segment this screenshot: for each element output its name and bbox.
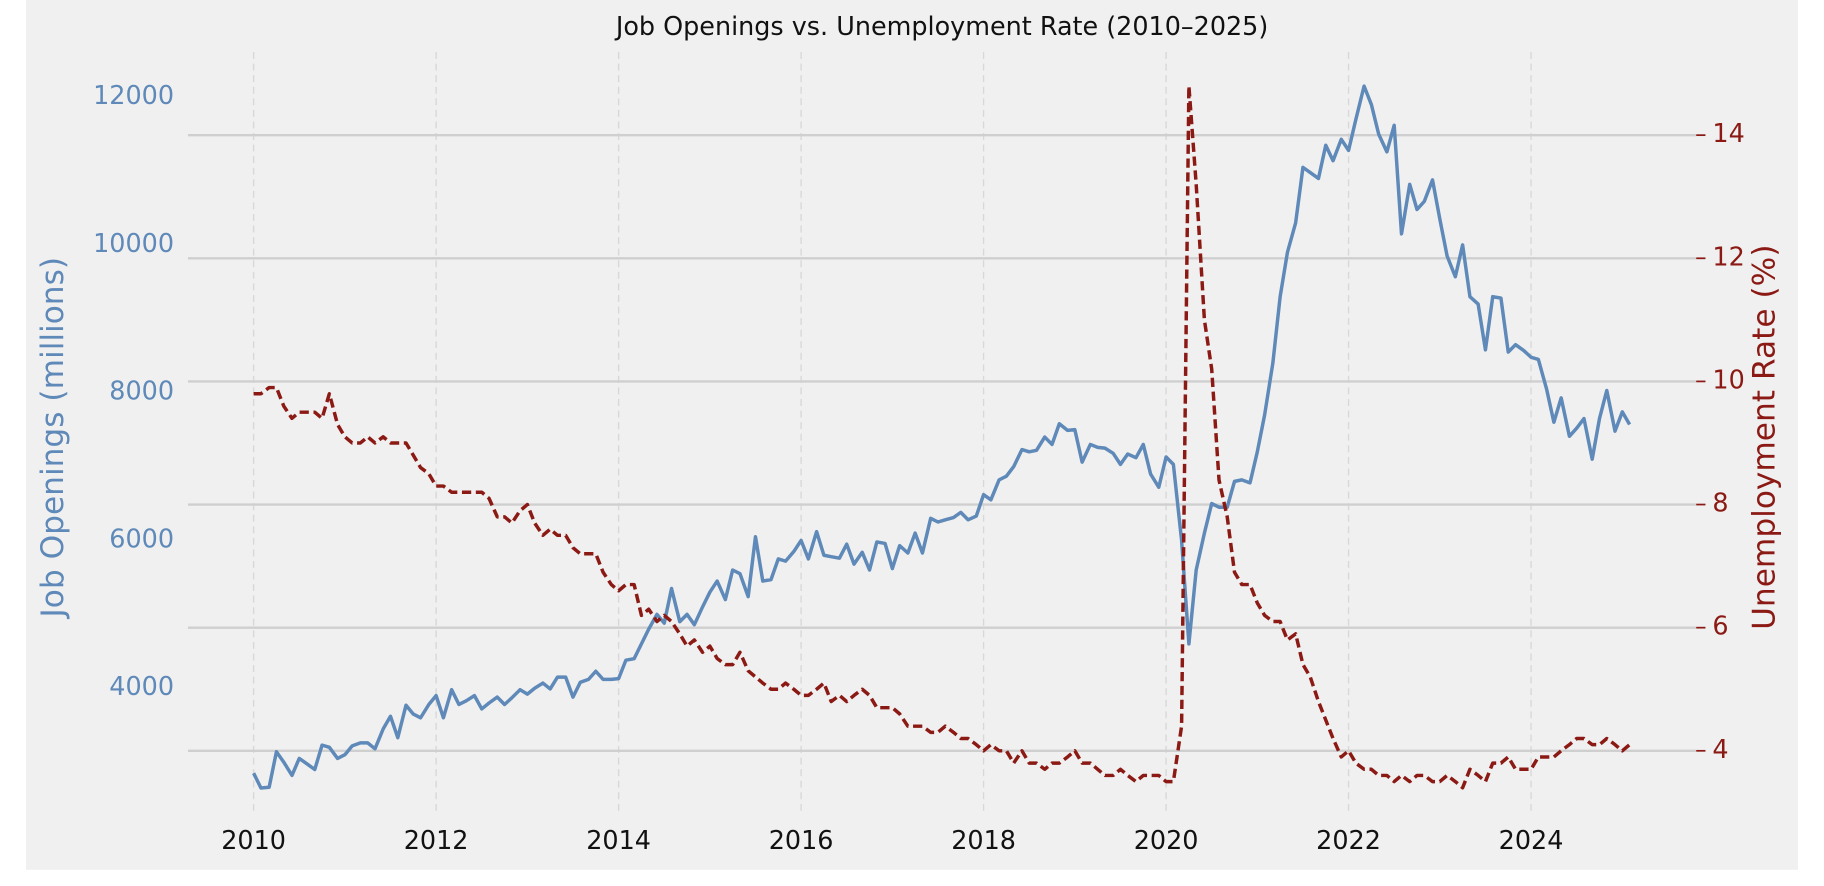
y-tick-label: 4000 bbox=[109, 671, 174, 701]
x-tick-label: 2012 bbox=[404, 825, 469, 855]
x-tick-label: 2018 bbox=[951, 825, 1016, 855]
y2-tick-label: 6 bbox=[1712, 611, 1728, 641]
y-tick-label: 10000 bbox=[93, 228, 174, 258]
data-line bbox=[253, 84, 1631, 790]
y-axis-label: Job Openings (millions) bbox=[35, 257, 71, 620]
y2-tick-label: 8 bbox=[1712, 488, 1728, 518]
chart-title: Job Openings vs. Unemployment Rate (2010… bbox=[614, 11, 1268, 41]
x-tick-label: 2020 bbox=[1134, 825, 1199, 855]
y2-tick-label: 4 bbox=[1712, 734, 1728, 764]
x-tick-label: 2010 bbox=[221, 825, 286, 855]
y2-tick-label: 12 bbox=[1712, 241, 1744, 271]
x-tick-label: 2022 bbox=[1316, 825, 1381, 855]
y2-tick-label: 14 bbox=[1712, 118, 1744, 148]
y2-tick-label: 10 bbox=[1712, 364, 1744, 394]
x-tick-label: 2024 bbox=[1499, 825, 1564, 855]
chart-background bbox=[26, 0, 1798, 870]
y-tick-label: 12000 bbox=[93, 80, 174, 110]
y2-axis-label: Unemployment Rate (%) bbox=[1747, 245, 1783, 630]
y-tick-label: 8000 bbox=[109, 376, 174, 406]
x-tick-label: 2014 bbox=[586, 825, 651, 855]
data-line bbox=[252, 84, 1632, 790]
y-tick-label: 6000 bbox=[109, 523, 174, 553]
x-tick-label: 2016 bbox=[769, 825, 834, 855]
